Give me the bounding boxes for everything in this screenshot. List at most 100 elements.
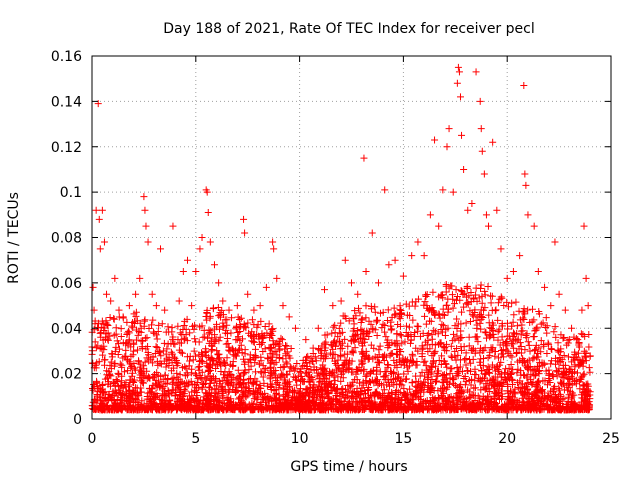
data-point [454,372,462,380]
data-point [337,377,345,385]
data-point [478,147,486,155]
data-point [200,326,208,334]
data-point [93,390,101,398]
data-point [241,368,249,376]
data-point [452,393,460,401]
data-point [408,252,416,260]
data-point [405,362,413,370]
data-point [370,344,378,352]
data-point [139,379,147,387]
data-point [247,362,255,370]
data-point [127,404,135,412]
data-point [478,299,486,307]
data-point [216,398,224,406]
data-point [196,323,204,331]
data-point [187,369,195,377]
data-point [519,327,527,335]
data-point [223,321,231,329]
data-point [537,320,545,328]
data-point [425,406,433,414]
data-point [111,359,119,367]
data-point [186,329,194,337]
data-point [101,361,109,369]
data-point [126,386,134,394]
data-point [310,393,318,401]
data-point [564,375,572,383]
data-point [271,341,279,349]
data-point [237,314,245,322]
data-point [504,389,512,397]
data-point [423,331,431,339]
data-point [522,404,530,412]
data-point [233,322,241,330]
data-point [422,320,430,328]
data-point [530,222,538,230]
data-point [259,373,267,381]
data-point [491,398,499,406]
data-point [328,387,336,395]
data-point [491,348,499,356]
data-point [533,323,541,331]
data-point [524,364,532,372]
data-point [186,404,194,412]
data-point [447,393,455,401]
data-point [564,336,572,344]
data-point [247,404,255,412]
data-point [491,373,499,381]
data-point [503,274,511,282]
data-point [203,188,211,196]
data-point [230,351,238,359]
data-point [212,388,220,396]
data-point [460,356,468,364]
data-point [383,316,391,324]
data-point [458,334,466,342]
data-point [210,261,218,269]
data-point [441,357,449,365]
data-point [556,386,564,394]
data-point [406,400,414,408]
data-point [437,360,445,368]
data-point [233,302,241,310]
data-point [256,381,264,389]
data-point [126,376,134,384]
data-point [245,358,253,366]
data-point [534,399,542,407]
data-point [438,352,446,360]
data-point [336,345,344,353]
data-point [504,325,512,333]
data-point [420,372,428,380]
data-point [426,211,434,219]
data-point [250,306,258,314]
data-point [430,358,438,366]
data-point [391,311,399,319]
data-point [508,353,516,361]
data-point [244,403,252,411]
data-point [356,309,364,317]
data-point [242,393,250,401]
data-point [502,340,510,348]
data-point [334,373,342,381]
data-point [99,351,107,359]
data-point [414,295,422,303]
data-point [320,340,328,348]
data-point [93,359,101,367]
data-point [510,311,518,319]
data-point [157,396,165,404]
data-point [529,355,537,363]
y-tick-label: 0.12 [51,140,82,156]
data-point [461,372,469,380]
data-point [245,329,253,337]
data-point [417,403,425,411]
data-point [362,314,370,322]
data-point [95,215,103,223]
data-point [183,353,191,361]
data-point [183,256,191,264]
data-point [446,405,454,413]
data-point [449,376,457,384]
data-point [350,325,358,333]
data-point [168,380,176,388]
data-point [396,331,404,339]
data-point [208,362,216,370]
data-point [169,350,177,358]
data-point [418,342,426,350]
